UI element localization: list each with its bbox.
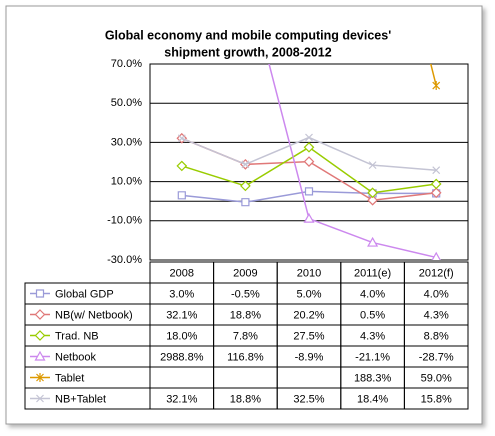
data-point — [303, 141, 315, 153]
x-tick-label: 2011(e) — [354, 267, 391, 279]
table-value: -28.7% — [419, 351, 454, 363]
table-value: -8.9% — [295, 351, 324, 363]
table-value: 8.8% — [424, 330, 449, 342]
y-tick-label: -30.0% — [107, 254, 142, 266]
table-cell — [403, 387, 469, 410]
data-point — [430, 178, 442, 190]
data-point — [432, 81, 441, 91]
table-value: 0.5% — [360, 309, 385, 321]
data-point — [303, 156, 315, 167]
data-point — [432, 166, 441, 175]
table-value: 27.5% — [293, 330, 324, 342]
y-tick-label: 10.0% — [111, 176, 142, 188]
table-value: 15.8% — [421, 393, 452, 405]
y-tick-label: 70.0% — [111, 58, 142, 70]
data-point — [177, 134, 186, 143]
chart-title: shipment growth, 2008-2012 — [164, 45, 331, 59]
table-value: 3.0% — [169, 288, 194, 300]
legend-marker — [35, 289, 45, 298]
table-value: -0.5% — [231, 288, 260, 300]
legend-marker — [34, 309, 46, 320]
data-point — [305, 133, 313, 142]
table-value: 7.8% — [233, 330, 258, 342]
data-point — [304, 187, 314, 196]
data-point — [367, 194, 378, 206]
x-tick-label: 2009 — [233, 267, 257, 279]
table-value: 4.0% — [424, 288, 449, 300]
data-point — [367, 187, 378, 199]
chart-title: Global economy and mobile computing devi… — [105, 28, 391, 42]
table-value: 116.8% — [227, 351, 264, 363]
data-point — [241, 198, 250, 207]
x-tick-label: 2012(f) — [419, 267, 454, 279]
table-value: 4.0% — [360, 288, 385, 300]
legend-label: Tablet — [55, 372, 84, 384]
table-value: 18.8% — [230, 393, 261, 405]
data-point — [241, 160, 250, 169]
legend-marker — [34, 330, 46, 341]
data-point — [240, 180, 251, 192]
table-value: 4.3% — [360, 330, 385, 342]
table-value: 188.3% — [354, 372, 392, 384]
data-point — [177, 191, 186, 200]
table-value: 18.0% — [166, 330, 197, 342]
table-value: 4.3% — [424, 309, 449, 321]
x-tick-label: 2008 — [170, 267, 194, 279]
table-value: 32.1% — [166, 309, 197, 321]
data-point — [176, 160, 188, 172]
legend-label: Global GDP — [55, 288, 114, 300]
table-value: 2988.8% — [160, 351, 204, 363]
legend-marker — [34, 350, 46, 361]
legend-label: NB+Tablet — [55, 393, 106, 405]
table-value: 32.1% — [166, 393, 197, 405]
data-point — [368, 161, 377, 170]
data-point — [431, 251, 441, 260]
y-tick-label: 50.0% — [111, 97, 142, 109]
data-point — [303, 212, 315, 223]
y-tick-label: -10.0% — [107, 215, 142, 227]
table-value: 5.0% — [296, 288, 321, 300]
data-point — [430, 187, 442, 199]
legend-marker — [36, 373, 44, 382]
table-value: 18.4% — [357, 393, 388, 405]
legend-label: Netbook — [55, 351, 96, 363]
table-value: -21.1% — [355, 351, 390, 363]
table-value: 20.2% — [293, 309, 324, 321]
table-value: 59.0% — [421, 372, 452, 384]
table-value: 18.8% — [230, 309, 261, 321]
legend-label: NB(w/ Netbook) — [55, 309, 133, 321]
table-value: 32.5% — [293, 393, 324, 405]
y-tick-label: 30.0% — [111, 136, 142, 148]
legend-label: Trad. NB — [55, 330, 99, 342]
legend-marker — [36, 394, 44, 403]
data-point — [367, 236, 379, 247]
x-tick-label: 2010 — [297, 267, 321, 279]
